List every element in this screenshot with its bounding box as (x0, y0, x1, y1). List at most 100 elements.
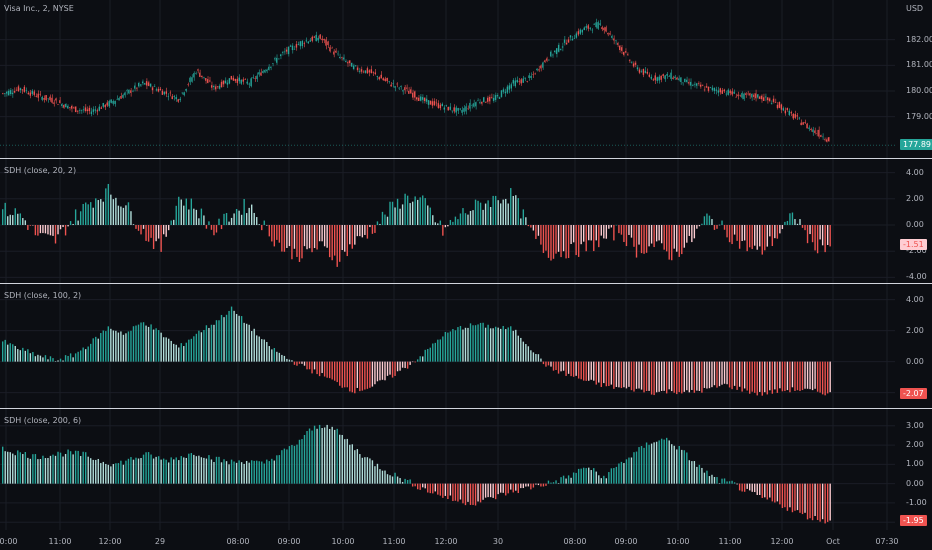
candle-body (319, 34, 321, 39)
candle-body (554, 50, 556, 53)
candle-body (455, 107, 457, 113)
histogram-bar (640, 361, 643, 390)
indicator-last-value-tag: -1.95 (900, 515, 927, 527)
histogram-bar (57, 360, 59, 362)
histogram-bar (230, 459, 233, 484)
time-axis-label: 11:00 (382, 537, 406, 546)
histogram-bar (293, 361, 296, 365)
histogram-bar (67, 355, 69, 362)
candle-body (394, 86, 396, 88)
histogram-bar (105, 331, 107, 362)
histogram-bar (374, 466, 376, 484)
histogram-bar (4, 451, 6, 484)
candle-body (652, 79, 654, 81)
histogram-bar (228, 221, 230, 225)
histogram-bar (630, 361, 633, 391)
candle-body (481, 101, 483, 104)
histogram-bar (623, 463, 625, 484)
histogram-bar (74, 209, 77, 225)
candle-body (151, 87, 154, 91)
histogram-bar (240, 214, 243, 225)
candle-body (589, 27, 591, 29)
candle-body (518, 80, 520, 82)
candle-body (486, 97, 489, 102)
time-axis-label: 09:00 (277, 537, 301, 546)
histogram-bar (32, 351, 34, 362)
histogram-bar (256, 460, 258, 484)
histogram-bar (432, 343, 434, 362)
histogram-bar (39, 225, 42, 234)
histogram-bar (500, 203, 502, 225)
histogram-bar (17, 213, 19, 225)
histogram-bar (276, 225, 278, 240)
histogram-bar (595, 361, 597, 385)
histogram-bar (220, 314, 223, 362)
histogram-bar (92, 338, 94, 362)
candle-body (299, 41, 302, 47)
histogram-bar (419, 483, 421, 490)
time-axis-label: 12:00 (98, 537, 122, 546)
histogram-bar (484, 203, 487, 225)
histogram-bar (809, 483, 811, 519)
candle-body (116, 98, 118, 100)
candle-body (512, 80, 514, 84)
histogram-bar (678, 361, 680, 393)
histogram-bar (588, 225, 590, 241)
candle-body (130, 90, 132, 93)
candle-body (396, 83, 398, 85)
histogram-bar (422, 483, 424, 488)
candle-body (279, 54, 282, 57)
histogram-bar (256, 335, 258, 362)
histogram-bar (107, 183, 110, 225)
candle-body (814, 130, 816, 133)
histogram-bar (409, 361, 411, 365)
candle-body (475, 102, 477, 107)
histogram-bar (640, 446, 643, 484)
histogram-bar (346, 225, 348, 257)
histogram-bar (283, 448, 286, 484)
candle-body (333, 51, 335, 55)
histogram-bar (635, 225, 638, 258)
histogram-bar (824, 225, 826, 253)
histogram-bar (517, 335, 519, 362)
histogram-bar (90, 458, 92, 484)
histogram-bar (474, 325, 477, 362)
candle-body (323, 38, 325, 41)
histogram-bar (439, 220, 442, 225)
histogram-bar (318, 225, 321, 242)
histogram-bar (253, 328, 255, 362)
histogram-bar (411, 483, 414, 487)
candle-body (496, 95, 499, 97)
candle-body (709, 87, 712, 88)
time-axis-label: 12:00 (434, 537, 458, 546)
histogram-bar (512, 195, 514, 225)
candle-body (593, 23, 595, 25)
candle-body (699, 84, 702, 87)
candle-body (774, 101, 777, 103)
histogram-bar (454, 216, 457, 225)
histogram-bar (474, 199, 477, 225)
candle-body (761, 95, 763, 100)
candle-body (764, 96, 767, 98)
histogram-bar (47, 359, 49, 362)
histogram-bar (2, 341, 4, 362)
candle-body (43, 98, 45, 100)
histogram-bar (562, 361, 565, 371)
candle-body (433, 101, 436, 106)
candle-body (232, 77, 235, 81)
candle-body (597, 22, 599, 29)
histogram-bar (821, 483, 824, 520)
histogram-bar (132, 224, 135, 225)
histogram-bar (2, 446, 4, 484)
histogram-bar (110, 194, 112, 225)
histogram-bar (147, 225, 150, 242)
histogram-bar (779, 225, 781, 234)
histogram-bar (826, 225, 829, 245)
histogram-bar (613, 467, 615, 484)
candle-body (96, 110, 99, 112)
histogram-bar (366, 457, 369, 484)
histogram-bar (560, 361, 562, 372)
histogram-bar (396, 361, 399, 372)
candle-body (579, 29, 582, 34)
